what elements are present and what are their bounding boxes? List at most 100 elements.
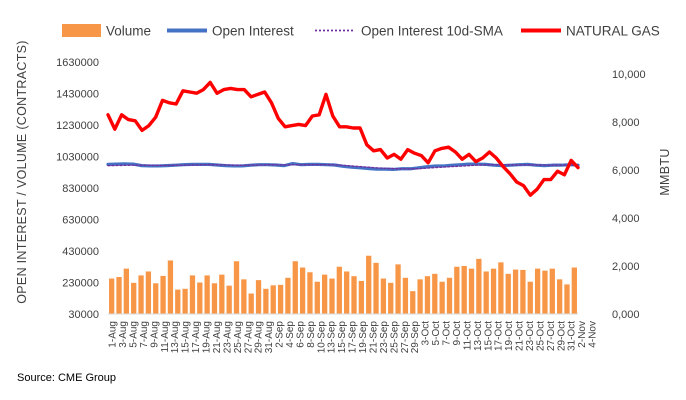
volume-bar [321,274,328,314]
y-right-axis-title: MMBTU [658,148,672,195]
x-tick-label: 7-Oct [442,321,453,346]
x-tick-label: 25-Sep [389,321,400,354]
volume-bar [439,281,445,314]
x-tick-label: 27-Sep [400,321,411,354]
volume-bar [498,262,504,314]
volume-bar [131,282,137,314]
y-left-axis: 30000 230000 430000 630000 830000 1030000 1230… [56,57,99,321]
source-note: Source: CME Group [17,372,116,384]
volume-bar [395,264,401,314]
x-tick-label: 13-Oct [473,321,484,351]
legend-volume-swatch [62,24,101,37]
volume-bar [109,278,115,314]
volume-bar [410,291,416,314]
volume-bar [145,271,152,314]
volume-bar [571,267,577,314]
y-right-tick-label: 2,000 [612,261,640,273]
volume-bar [167,260,174,314]
y-left-axis-title: OPEN INTEREST / VOLUME (CONTRACTS) [15,40,29,303]
volume-bar [490,268,497,314]
volume-bar [564,284,570,314]
x-tick-label: 7-Aug [139,321,150,348]
x-tick-label: 2-Sep [275,321,286,348]
volume-bar [366,255,372,314]
x-tick-label: 11-Oct [462,321,473,350]
volume-bar [505,273,511,314]
volume-bar [432,273,438,314]
volume-bar [189,275,196,314]
volume-bar [314,281,320,314]
x-tick-label: 19-Aug [202,321,213,353]
legend-volume-label: Volume [106,24,151,39]
volume-bar [351,276,357,314]
volume-bar [263,288,269,314]
x-tick-label: 23-Sep [379,321,390,354]
x-tick-label: 13-Sep [327,321,338,354]
y-right-tick-label: 8,000 [612,117,640,129]
volume-bar [160,275,166,314]
y-left-tick-label: 430000 [62,246,99,258]
x-tick-label: 21-Aug [212,321,223,353]
volume-bar [211,283,218,314]
volume-bar [468,268,475,314]
x-tick-label: 31-Aug [264,321,275,353]
y-left-tick-label: 830000 [62,183,99,195]
volume-bar [233,261,240,314]
volume-bar [248,293,254,314]
volume-bar [292,261,298,314]
x-tick-label: 27-Aug [243,321,254,353]
x-tick-label: 17-Oct [494,321,505,351]
x-tick-label: 11-Aug [160,321,171,353]
x-tick-label: 19-Oct [504,321,515,351]
volume-bar [299,267,306,314]
x-tick-label: 13-Aug [170,321,181,353]
x-tick-label: 3-Aug [118,321,129,348]
x-tick-label: 8-Sep [306,321,317,348]
x-tick-label: 17-Sep [348,321,359,354]
volume-bar [255,280,262,314]
volume-bar [388,282,394,314]
x-tick-label: 4-Nov [588,321,599,348]
volume-bar [542,270,548,314]
volume-bar [277,284,284,314]
y-left-tick-label: 1230000 [56,120,99,132]
natural-gas-line [106,80,580,197]
x-tick-label: 25-Aug [233,321,244,353]
x-axis: 1-Aug 3-Aug 5-Aug 7-Aug 9-Aug 11-Aug 13-Aug 15-… [108,321,599,354]
x-tick-label: 5-Aug [129,321,140,348]
open-interest-sma-line [107,163,579,170]
volume-bar [329,278,335,314]
y-left-tick-label: 30000 [68,309,99,321]
x-tick-label: 29-Sep [410,321,421,354]
volume-bar [461,265,467,314]
volume-bars [109,255,577,314]
y-right-tick-label: 10,000 [612,69,646,81]
y-left-tick-label: 1630000 [56,57,99,69]
volume-bar [123,268,130,314]
x-tick-label: 9-Aug [149,321,160,348]
volume-bar [454,266,460,314]
volume-bar [373,262,379,314]
volume-bar [476,258,482,314]
volume-bar [534,268,541,314]
volume-bar [512,269,519,314]
volume-bar [219,274,225,314]
volume-bar [153,283,159,314]
volume-bar [241,279,247,314]
x-tick-label: 23-Oct [525,321,536,351]
x-tick-label: 21-Oct [515,321,526,351]
legend-natural-gas-label: NATURAL GAS [566,24,660,39]
y-left-tick-label: 230000 [62,278,99,290]
x-tick-label: 10-Sep [316,321,327,354]
y-right-axis: 0,000 2,000 4,000 6,000 8,000 10,000 [612,69,646,321]
x-tick-label: 15-Aug [181,321,192,353]
x-tick-label: 31-Oct [567,321,578,351]
y-right-tick-label: 4,000 [612,213,640,225]
x-tick-label: 2-Nov [577,321,588,348]
volume-bar [138,275,144,314]
x-tick-label: 29-Oct [556,321,567,351]
x-tick-label: 23-Aug [222,321,233,353]
x-tick-label: 19-Sep [358,321,369,354]
